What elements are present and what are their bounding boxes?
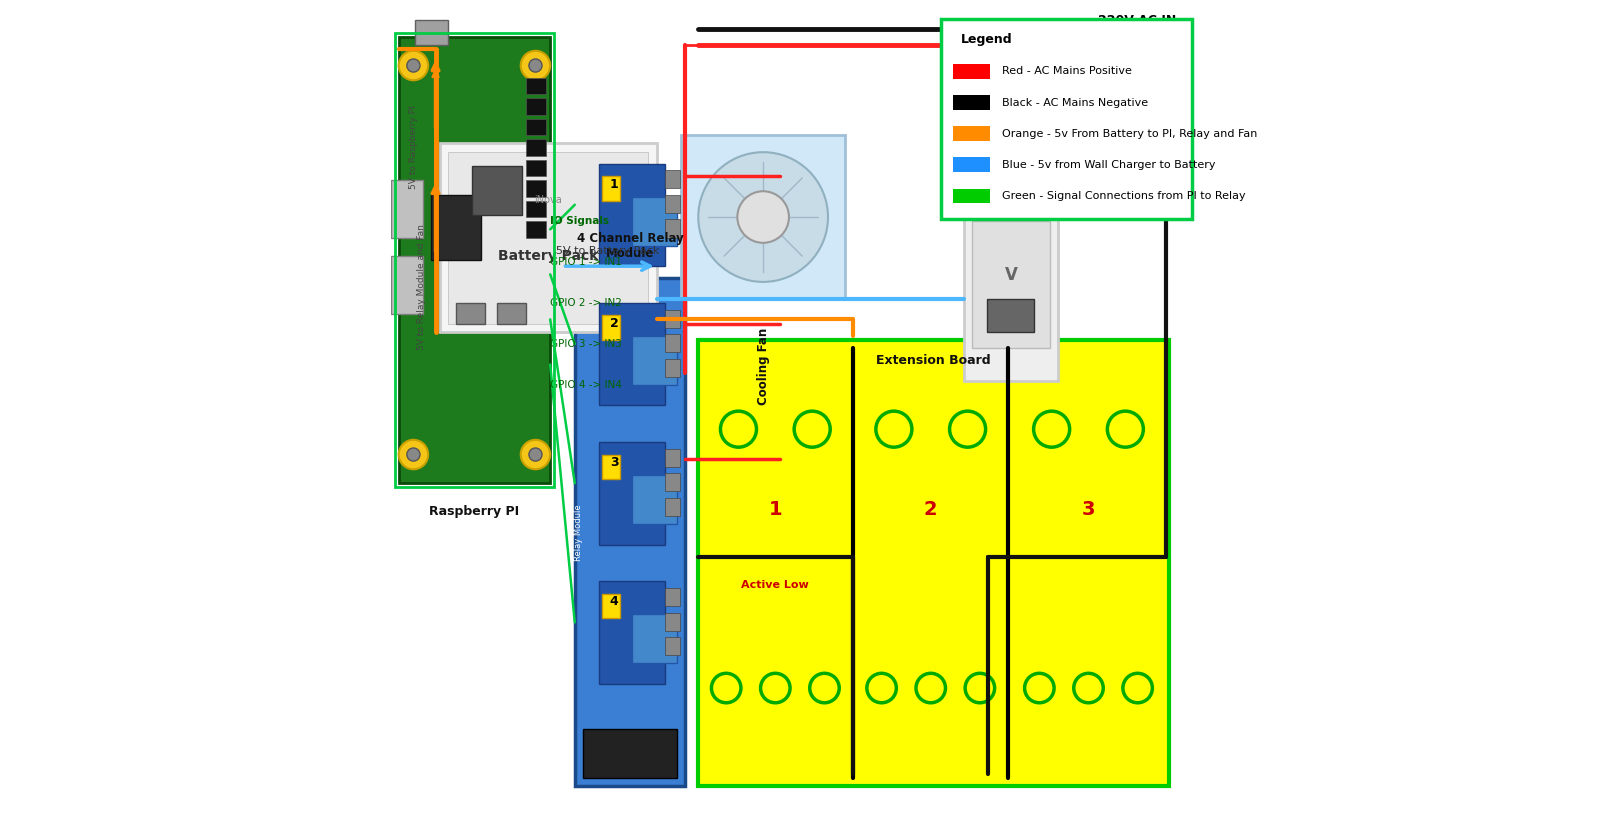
- FancyBboxPatch shape: [1026, 180, 1037, 213]
- FancyBboxPatch shape: [666, 588, 680, 606]
- Text: IO Signals: IO Signals: [550, 216, 610, 226]
- FancyBboxPatch shape: [987, 299, 1035, 332]
- FancyBboxPatch shape: [666, 498, 680, 516]
- FancyBboxPatch shape: [526, 180, 546, 197]
- FancyBboxPatch shape: [472, 166, 522, 215]
- FancyBboxPatch shape: [526, 98, 546, 115]
- FancyBboxPatch shape: [666, 170, 680, 188]
- Text: 1: 1: [610, 178, 619, 191]
- Text: GPIO 3 -> IN3: GPIO 3 -> IN3: [550, 339, 622, 349]
- Circle shape: [698, 152, 829, 282]
- FancyBboxPatch shape: [602, 315, 619, 340]
- Circle shape: [530, 448, 542, 461]
- Text: 4 Channel Relay
Module: 4 Channel Relay Module: [576, 232, 683, 260]
- FancyBboxPatch shape: [448, 152, 648, 324]
- Text: V: V: [1005, 266, 1018, 284]
- FancyBboxPatch shape: [666, 195, 680, 213]
- Text: Relay Module: Relay Module: [574, 504, 584, 561]
- Circle shape: [520, 440, 550, 469]
- Circle shape: [406, 448, 419, 461]
- FancyBboxPatch shape: [954, 95, 990, 110]
- Text: GPIO 4 -> IN4: GPIO 4 -> IN4: [550, 380, 622, 390]
- Text: 4: 4: [610, 595, 619, 609]
- FancyBboxPatch shape: [666, 310, 680, 328]
- FancyBboxPatch shape: [682, 135, 845, 299]
- FancyBboxPatch shape: [666, 473, 680, 491]
- Circle shape: [406, 59, 419, 72]
- FancyBboxPatch shape: [666, 359, 680, 377]
- FancyBboxPatch shape: [432, 195, 480, 260]
- FancyBboxPatch shape: [398, 37, 550, 483]
- FancyBboxPatch shape: [582, 729, 677, 778]
- FancyBboxPatch shape: [390, 180, 424, 238]
- Circle shape: [530, 59, 542, 72]
- FancyBboxPatch shape: [698, 340, 1168, 786]
- FancyBboxPatch shape: [954, 157, 990, 172]
- FancyBboxPatch shape: [632, 475, 677, 524]
- Text: Active Low: Active Low: [741, 581, 810, 590]
- FancyBboxPatch shape: [666, 334, 680, 352]
- Text: GPIO 1 -> IN1: GPIO 1 -> IN1: [550, 257, 622, 267]
- Circle shape: [398, 51, 429, 80]
- Text: Legend: Legend: [962, 33, 1013, 46]
- Text: Battery Pack: Battery Pack: [498, 249, 598, 264]
- Text: 5V to Battery Pack: 5V to Battery Pack: [555, 247, 659, 256]
- Text: 5V to Raspberry PI: 5V to Raspberry PI: [410, 106, 418, 189]
- FancyBboxPatch shape: [600, 303, 666, 405]
- Text: Black - AC Mains Negative: Black - AC Mains Negative: [1002, 97, 1149, 107]
- FancyBboxPatch shape: [600, 164, 666, 266]
- FancyBboxPatch shape: [526, 78, 546, 94]
- Text: Raspberry PI: Raspberry PI: [429, 505, 520, 518]
- FancyBboxPatch shape: [600, 442, 666, 545]
- FancyBboxPatch shape: [954, 188, 990, 203]
- Circle shape: [520, 51, 550, 80]
- FancyBboxPatch shape: [632, 614, 677, 663]
- FancyBboxPatch shape: [666, 613, 680, 631]
- FancyBboxPatch shape: [954, 64, 990, 79]
- Text: Cooling Fan: Cooling Fan: [757, 328, 770, 405]
- FancyBboxPatch shape: [526, 221, 546, 238]
- FancyBboxPatch shape: [666, 637, 680, 655]
- FancyBboxPatch shape: [526, 160, 546, 176]
- FancyBboxPatch shape: [440, 143, 656, 332]
- FancyBboxPatch shape: [602, 176, 619, 201]
- Circle shape: [398, 440, 429, 469]
- FancyBboxPatch shape: [526, 139, 546, 156]
- FancyBboxPatch shape: [602, 594, 619, 618]
- FancyBboxPatch shape: [414, 20, 448, 45]
- Text: 5V to Relay Module and Fan: 5V to Relay Module and Fan: [418, 224, 426, 350]
- Text: Blue - 5v from Wall Charger to Battery: Blue - 5v from Wall Charger to Battery: [1002, 160, 1216, 170]
- Text: Orange - 5v From Battery to PI, Relay and Fan: Orange - 5v From Battery to PI, Relay an…: [1002, 129, 1258, 138]
- Text: 3: 3: [610, 456, 618, 469]
- Text: 1: 1: [768, 500, 782, 519]
- Text: Extension Board: Extension Board: [875, 354, 990, 367]
- FancyBboxPatch shape: [526, 119, 546, 135]
- Circle shape: [738, 191, 789, 242]
- FancyBboxPatch shape: [992, 180, 1005, 213]
- FancyBboxPatch shape: [632, 197, 677, 246]
- FancyBboxPatch shape: [954, 126, 990, 141]
- FancyBboxPatch shape: [632, 336, 677, 385]
- FancyBboxPatch shape: [666, 219, 680, 238]
- FancyBboxPatch shape: [498, 303, 526, 324]
- Text: Wall Charger: Wall Charger: [968, 174, 1054, 187]
- Text: 3: 3: [1082, 500, 1096, 519]
- Text: 2: 2: [923, 500, 938, 519]
- FancyBboxPatch shape: [574, 278, 685, 786]
- FancyBboxPatch shape: [456, 303, 485, 324]
- FancyBboxPatch shape: [602, 455, 619, 479]
- Text: GPIO 2 -> IN2: GPIO 2 -> IN2: [550, 298, 622, 308]
- FancyBboxPatch shape: [666, 449, 680, 467]
- FancyBboxPatch shape: [971, 221, 1050, 348]
- Text: 220V AC IN: 220V AC IN: [1099, 14, 1176, 27]
- FancyBboxPatch shape: [390, 256, 424, 314]
- FancyBboxPatch shape: [941, 19, 1192, 219]
- Text: Red - AC Mains Positive: Red - AC Mains Positive: [1002, 66, 1133, 76]
- Text: 2: 2: [610, 317, 619, 330]
- FancyBboxPatch shape: [526, 201, 546, 217]
- FancyBboxPatch shape: [600, 581, 666, 684]
- Text: Green - Signal Connections from PI to Relay: Green - Signal Connections from PI to Re…: [1002, 191, 1246, 201]
- FancyBboxPatch shape: [963, 205, 1058, 381]
- Text: iNova: iNova: [534, 195, 562, 205]
